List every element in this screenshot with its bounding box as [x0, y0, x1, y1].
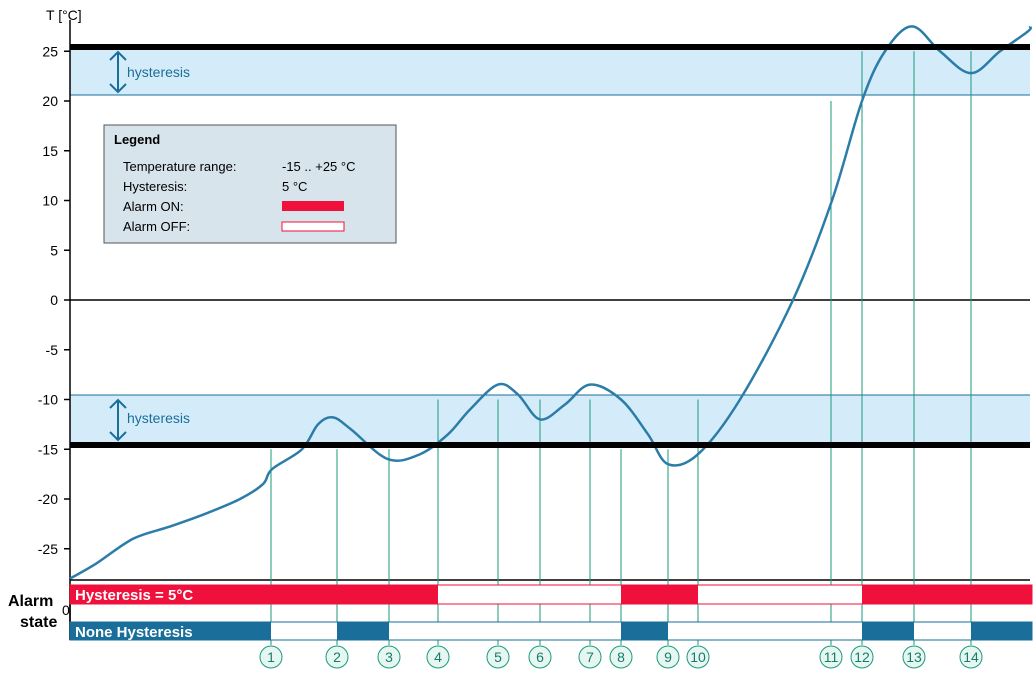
no-hysteresis-alarm-on-segment: [337, 622, 389, 640]
y-tick-label: 5: [50, 242, 58, 258]
legend-alarm-off-label: Alarm OFF:: [123, 219, 190, 234]
no-hysteresis-bar-label: None Hysteresis: [75, 624, 193, 641]
upper-hysteresis-label: hysteresis: [127, 64, 190, 80]
temperature-curve: [69, 25, 1033, 580]
marker-circle: [686, 645, 710, 669]
marker-circle: [850, 645, 874, 669]
marker-label: 13: [906, 649, 922, 665]
hysteresis-alarm-on-segment: [621, 585, 698, 604]
y-tick-label: -5: [46, 342, 59, 358]
y-tick-label: -20: [38, 491, 58, 507]
marker-circle: [609, 645, 633, 669]
marker-label: 6: [536, 649, 544, 665]
y-tick-label: -10: [38, 392, 58, 408]
y-tick-label: 15: [42, 143, 58, 159]
marker-circle: [259, 645, 283, 669]
no-hysteresis-alarm-on-segment: [70, 622, 271, 640]
legend-alarm-off-swatch: [281, 221, 345, 232]
hysteresis-alarm-on-segment: [862, 585, 1032, 604]
marker-label: 2: [333, 649, 341, 665]
y-tick-label: -25: [38, 541, 58, 557]
legend-hysteresis-value: 5 °C: [282, 179, 307, 194]
y-tick-label: 25: [42, 43, 58, 59]
marker-circle: [426, 645, 450, 669]
marker-label: 8: [617, 649, 625, 665]
hysteresis-alarm-on-segment: [70, 585, 438, 604]
marker-label: 1: [267, 649, 275, 665]
upper-hysteresis-band: [70, 47, 1030, 95]
alarm-label-line1: Alarm: [8, 593, 53, 610]
legend-range-value: -15 .. +25 °C: [282, 159, 356, 174]
no-hysteresis-alarm-on-segment: [971, 622, 1032, 640]
marker-label: 4: [434, 649, 442, 665]
y-tick-label: 10: [42, 193, 58, 209]
marker-label: 3: [385, 649, 393, 665]
y-axis-label: T [°C]: [46, 7, 82, 23]
marker-label: 10: [690, 649, 706, 665]
legend-box: [103, 124, 397, 244]
marker-label: 5: [494, 649, 502, 665]
y-tick-label: 0: [50, 292, 58, 308]
legend-hysteresis-label: Hysteresis:: [123, 179, 187, 194]
lower-hysteresis-band: [70, 395, 1030, 445]
marker-label: 7: [586, 649, 594, 665]
marker-circle: [377, 645, 401, 669]
marker-circle: [578, 645, 602, 669]
legend-alarm-on-label: Alarm ON:: [123, 199, 184, 214]
y-tick-label: -15: [38, 441, 58, 457]
y-ticks: 25 20 15 10 5 0 -5 -10 -15 -20 -25: [38, 43, 70, 557]
no-hysteresis-alarm-on-segment: [862, 622, 914, 640]
marker-circle: [486, 645, 510, 669]
hysteresis-bar-label: Hysteresis = 5°C: [75, 587, 193, 604]
lower-hysteresis-arrow: [109, 398, 127, 442]
marker-circles: 1 2 3 4 5 6 7 8 9 10 11 12 13 14: [259, 645, 983, 669]
marker-circle: [902, 645, 926, 669]
marker-circle: [959, 645, 983, 669]
alarm-zero-label: 0: [62, 602, 70, 618]
marker-label: 9: [664, 649, 672, 665]
upper-hysteresis-arrow: [109, 50, 127, 94]
marker-circle: [325, 645, 349, 669]
alarm-bars: [69, 584, 1033, 641]
no-hysteresis-alarm-on-segment: [621, 622, 668, 640]
legend-title: Legend: [114, 132, 160, 147]
legend-range-label: Temperature range:: [123, 159, 236, 174]
marker-label: 14: [963, 649, 979, 665]
alarm-label-line2: state: [20, 614, 57, 631]
legend: Legend Temperature range: -15 .. +25 °C …: [103, 124, 397, 244]
marker-circle: [656, 645, 680, 669]
marker-label: 11: [824, 649, 839, 665]
marker-circle: [819, 645, 843, 669]
y-tick-label: 20: [42, 93, 58, 109]
legend-alarm-on-swatch: [282, 201, 344, 211]
marker-label: 12: [854, 649, 870, 665]
lower-hysteresis-label: hysteresis: [127, 410, 190, 426]
marker-circle: [528, 645, 552, 669]
